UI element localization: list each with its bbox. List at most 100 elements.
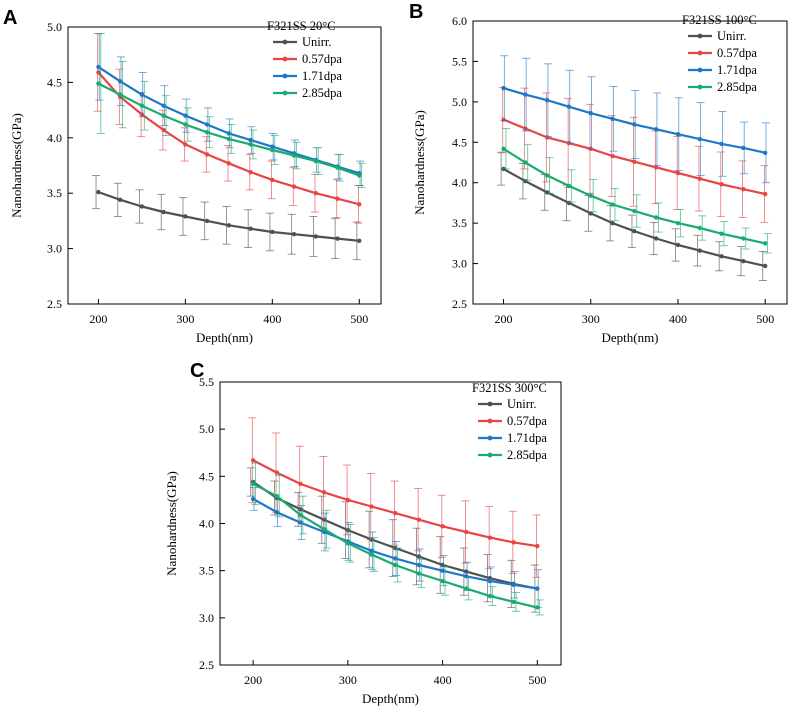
data-point [313,191,318,196]
legend-marker [697,84,703,90]
data-point [610,220,615,226]
data-point [248,226,253,231]
panel-letter: B [409,1,423,23]
legend: F321SS 100°C Unirr. 0.57dpa 1.71dpa 2.85dpa [682,13,757,94]
legend-marker [487,452,493,458]
series-1-71dpa [500,55,770,184]
x-tick-label: 300 [176,312,194,326]
legend-label: 0.57dpa [717,46,757,60]
data-point [544,98,550,103]
series-1-71dpa [249,487,543,608]
data-point [416,562,422,568]
series-line [503,118,766,196]
legend-marker [487,418,493,424]
legend-marker [697,67,703,73]
y-tick-label: 3.0 [47,242,62,256]
data-point [335,196,340,201]
y-tick-label: 6.0 [452,14,467,28]
y-tick-label: 3.5 [199,564,214,578]
data-point [345,527,351,533]
legend-marker [487,401,493,407]
data-point [741,258,746,264]
data-point [535,543,540,549]
series-2-85dpa [501,128,772,254]
legend-label: Unirr. [717,29,747,43]
data-point [313,234,318,239]
data-point [632,229,637,234]
data-point [248,137,253,143]
data-point [741,236,746,241]
data-point [719,141,724,147]
series-line [98,191,360,242]
x-tick-label: 300 [339,673,357,687]
data-point [535,586,540,591]
data-point [588,146,593,151]
data-point [675,170,681,176]
y-axis-label: Nanohardness(GPa) [9,113,24,218]
data-point [523,92,528,97]
y-tick-label: 2.5 [452,297,467,311]
legend-marker [697,33,703,39]
data-point [566,200,572,206]
data-point [298,481,303,487]
data-point [321,517,327,522]
data-point [226,131,232,136]
y-tick-label: 5.5 [199,375,214,389]
data-point [335,236,340,241]
y-tick-label: 2.5 [47,297,62,311]
x-tick-label: 200 [244,673,262,687]
series-line [502,168,766,268]
y-tick-label: 4.0 [199,517,214,531]
data-point [511,599,516,604]
data-point [653,165,659,170]
y-tick-label: 4.5 [452,135,467,149]
x-tick-label: 400 [434,673,452,687]
chart-title: F321SS 100°C [682,13,757,27]
data-point [226,161,232,166]
legend-label: 0.57dpa [302,52,342,66]
data-point [298,520,303,525]
y-axis-label: Nanohardness(GPa) [412,110,427,215]
data-point [511,582,516,588]
legend-label: 1.71dpa [302,69,342,83]
data-point [544,135,550,140]
data-point [719,231,724,236]
data-point [523,126,528,131]
data-point [440,568,445,573]
data-point [632,122,637,127]
data-point [544,173,550,178]
data-point [183,214,188,219]
y-tick-label: 3.5 [47,186,62,200]
data-point [139,204,145,209]
data-point [393,510,398,516]
data-point [248,169,253,175]
series-0-57dpa [498,86,769,223]
legend-marker [282,73,288,79]
data-point [632,159,637,164]
legend: F321SS 300°C Unirr. 0.57dpa 1.71dpa 2.85dpa [472,381,547,462]
data-point [313,158,318,164]
data-point [588,110,593,116]
data-point [566,183,572,189]
x-axis-label: Depth(nm) [196,330,253,345]
y-tick-label: 4.5 [199,469,214,483]
y-tick-label: 5.0 [452,95,467,109]
chart-panel-b: B 200 300 400 500 2.5 3.0 3.5 4.0 4.5 5.0 5.5 6.0 Dep… [409,1,788,345]
data-point [653,236,659,241]
data-point [762,191,768,197]
data-point [96,81,101,86]
series-2-85dpa [96,33,366,189]
data-point [270,144,275,149]
data-point [464,586,469,591]
x-tick-label: 500 [528,673,546,687]
data-point [298,507,303,512]
y-tick-label: 3.0 [452,257,467,271]
data-point [226,136,232,142]
data-point [487,535,493,540]
data-point [161,113,166,118]
data-point [535,605,540,610]
series-0-57dpa [93,33,363,224]
chart-title: F321SS 20°C [267,19,336,33]
data-point [250,496,256,502]
y-tick-label: 3.0 [199,611,214,625]
